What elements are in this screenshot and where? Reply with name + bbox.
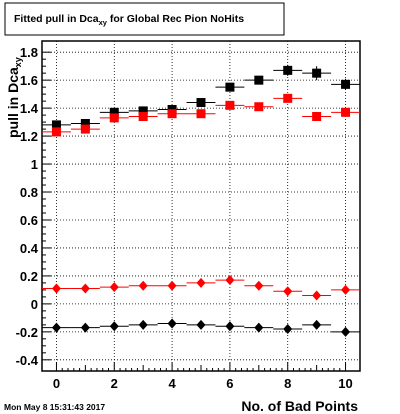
x-tick-label: 10 (338, 376, 352, 391)
data-point (341, 79, 351, 89)
y-tick-label: 0.6 (20, 213, 38, 228)
y-tick-label: 0.2 (20, 269, 38, 284)
data-point (312, 112, 322, 122)
data-point (138, 112, 148, 122)
grid-lines (42, 41, 360, 371)
data-point (312, 68, 322, 78)
y-tick-label: 0.8 (20, 185, 38, 200)
data-point (283, 65, 293, 75)
data-point (196, 109, 206, 119)
data-point (109, 282, 119, 293)
series-4 (42, 318, 360, 337)
x-tick-label: 6 (226, 376, 233, 391)
y-tick-label: -0.2 (16, 325, 38, 340)
data-point (138, 106, 148, 116)
chart-title: Fitted pull in Dcaxy for Global Rec Pion… (14, 13, 244, 27)
data-point (80, 322, 90, 333)
data-point (283, 286, 293, 297)
data-point (51, 322, 61, 333)
data-point (51, 120, 61, 130)
data-point (283, 93, 293, 103)
data-point (254, 280, 264, 291)
series-2 (42, 93, 360, 137)
data-point (138, 280, 148, 291)
data-point (109, 107, 119, 117)
data-point (225, 321, 235, 332)
y-tick-label: 0 (31, 297, 38, 312)
series-3 (42, 275, 360, 301)
y-tick-label: 1 (31, 157, 38, 172)
data-point (196, 98, 206, 108)
data-point (312, 319, 322, 330)
data-point (51, 127, 61, 137)
y-axis-label: pull in Dcaxy (5, 57, 23, 138)
y-tick-label: 1.4 (20, 101, 39, 116)
data-point (254, 322, 264, 333)
data-point (312, 290, 322, 301)
data-point (109, 321, 119, 332)
x-axis-tick-labels: 0 2 4 6 8 10 (53, 376, 353, 391)
x-tick-label: 0 (53, 376, 60, 391)
data-point (225, 82, 235, 92)
data-point (196, 319, 206, 330)
data-point (225, 275, 235, 286)
y-tick-label: 1.2 (20, 129, 38, 144)
data-point (341, 107, 351, 117)
x-axis-label: No. of Bad Points (241, 398, 358, 414)
x-tick-label: 2 (111, 376, 118, 391)
data-point (167, 318, 177, 329)
data-point (109, 113, 119, 123)
x-tick-label: 8 (284, 376, 291, 391)
data-point (167, 109, 177, 119)
data-point (283, 324, 293, 335)
y-axis-tick-labels: -0.4 -0.2 0 0.2 0.4 0.6 0.8 1 1.2 1.4 1.6 1.8 (16, 45, 39, 368)
x-tick-label: 4 (168, 376, 176, 391)
data-point (80, 283, 90, 294)
data-point (341, 326, 351, 337)
data-point (196, 277, 206, 288)
data-point (341, 284, 351, 295)
y-tick-label: 1.8 (20, 45, 38, 60)
data-point (254, 102, 264, 112)
data-point (254, 75, 264, 85)
axis-ticks (42, 51, 347, 371)
chart-title-box: Fitted pull in Dcaxy for Global Rec Pion… (4, 2, 285, 36)
y-tick-label: 0.4 (20, 241, 39, 256)
data-series (42, 64, 360, 337)
y-tick-label: -0.4 (16, 353, 39, 368)
data-point (80, 119, 90, 128)
y-tick-label: 1.6 (20, 73, 38, 88)
timestamp: Mon May 8 15:31:43 2017 (4, 402, 105, 412)
data-point (225, 100, 235, 110)
data-point (51, 283, 61, 294)
data-point (138, 319, 148, 330)
data-point (167, 280, 177, 291)
data-point (80, 124, 90, 134)
